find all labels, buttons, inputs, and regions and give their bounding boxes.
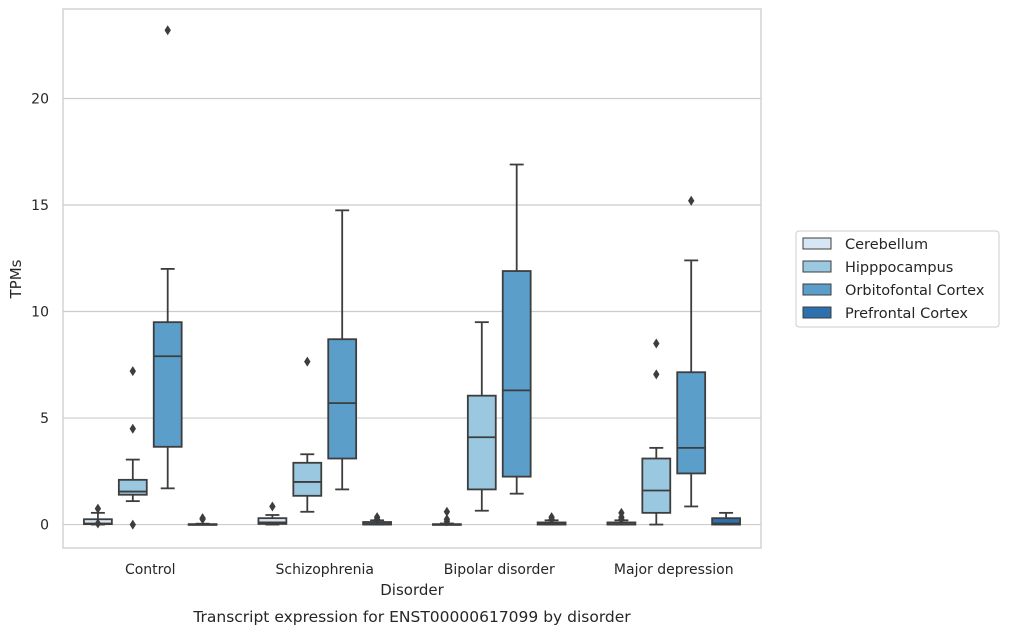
legend-swatch bbox=[802, 237, 832, 250]
box-body bbox=[641, 457, 672, 514]
box-0-3 bbox=[606, 507, 637, 526]
box-1-0 bbox=[117, 366, 148, 530]
outlier-point bbox=[304, 356, 311, 367]
box-0-1 bbox=[257, 501, 288, 526]
x-tick-label: Bipolar disorder bbox=[444, 562, 555, 578]
box-2-0 bbox=[152, 25, 183, 490]
box-1-1 bbox=[292, 356, 323, 513]
box-body bbox=[327, 338, 358, 460]
outlier-point bbox=[199, 514, 206, 525]
box-0-0 bbox=[83, 503, 113, 529]
legend-swatch bbox=[802, 260, 832, 273]
boxes bbox=[83, 25, 741, 530]
x-tick-label: Major depression bbox=[614, 562, 734, 578]
box-2-3 bbox=[676, 195, 707, 508]
legend-label: Hipppocampus bbox=[845, 260, 953, 276]
box-1-2 bbox=[466, 321, 497, 512]
outlier-point bbox=[688, 195, 695, 206]
outlier-point bbox=[129, 423, 136, 434]
outlier-point bbox=[373, 514, 381, 525]
y-tick-label: 10 bbox=[31, 305, 49, 321]
y-ticks: 0 5 10 15 20 bbox=[31, 91, 49, 533]
box-body bbox=[292, 461, 323, 497]
legend: Cerebellum Hipppocampus Orbitofontal Corte… bbox=[795, 230, 1000, 328]
outlier-point bbox=[443, 516, 451, 527]
chart-caption: Transcript expression for ENST0000061709… bbox=[192, 608, 631, 626]
box-body bbox=[711, 517, 741, 526]
box-3-1 bbox=[362, 512, 392, 526]
y-tick-label: 0 bbox=[40, 518, 49, 534]
outlier-point bbox=[94, 503, 102, 514]
outlier-point bbox=[653, 369, 660, 380]
y-tick-label: 15 bbox=[31, 198, 49, 214]
box-1-3 bbox=[641, 338, 672, 526]
legend-swatch bbox=[802, 306, 832, 319]
legend-label: Cerebellum bbox=[845, 237, 928, 253]
outlier-point bbox=[618, 514, 625, 525]
y-axis-label: TPMs bbox=[7, 259, 25, 299]
box-3-0 bbox=[187, 513, 218, 526]
outlier-point bbox=[548, 514, 555, 525]
box-body bbox=[466, 394, 497, 491]
outlier-point bbox=[164, 25, 171, 36]
outlier-point bbox=[129, 519, 136, 530]
box-3-3 bbox=[711, 511, 741, 526]
box-2-1 bbox=[327, 209, 358, 491]
outlier-point bbox=[129, 366, 136, 377]
x-tick-label: Schizophrenia bbox=[276, 562, 374, 578]
legend-frame bbox=[795, 230, 1000, 328]
y-tick-label: 5 bbox=[40, 411, 49, 427]
box-0-2 bbox=[432, 506, 462, 527]
box-body bbox=[501, 270, 532, 478]
legend-label: Prefrontal Cortex bbox=[845, 306, 968, 322]
box-body bbox=[257, 517, 288, 525]
x-tick-label: Control bbox=[125, 562, 176, 578]
x-ticks: Control Schizophrenia Bipolar disorder Majo… bbox=[125, 562, 734, 578]
legend-label: Orbitofontal Cortex bbox=[845, 283, 985, 299]
y-tick-label: 20 bbox=[31, 91, 49, 107]
box-body bbox=[152, 321, 183, 448]
legend-swatch bbox=[802, 283, 832, 296]
x-axis-label: Disorder bbox=[380, 581, 444, 599]
box-body bbox=[676, 371, 707, 475]
box-2-2 bbox=[501, 163, 532, 495]
plot-frame bbox=[62, 8, 762, 549]
outlier-point bbox=[269, 501, 276, 512]
box-3-2 bbox=[536, 512, 567, 526]
box-body bbox=[117, 478, 148, 496]
outlier-point bbox=[653, 338, 660, 349]
outlier-point bbox=[443, 506, 451, 517]
outlier-point bbox=[94, 518, 102, 529]
